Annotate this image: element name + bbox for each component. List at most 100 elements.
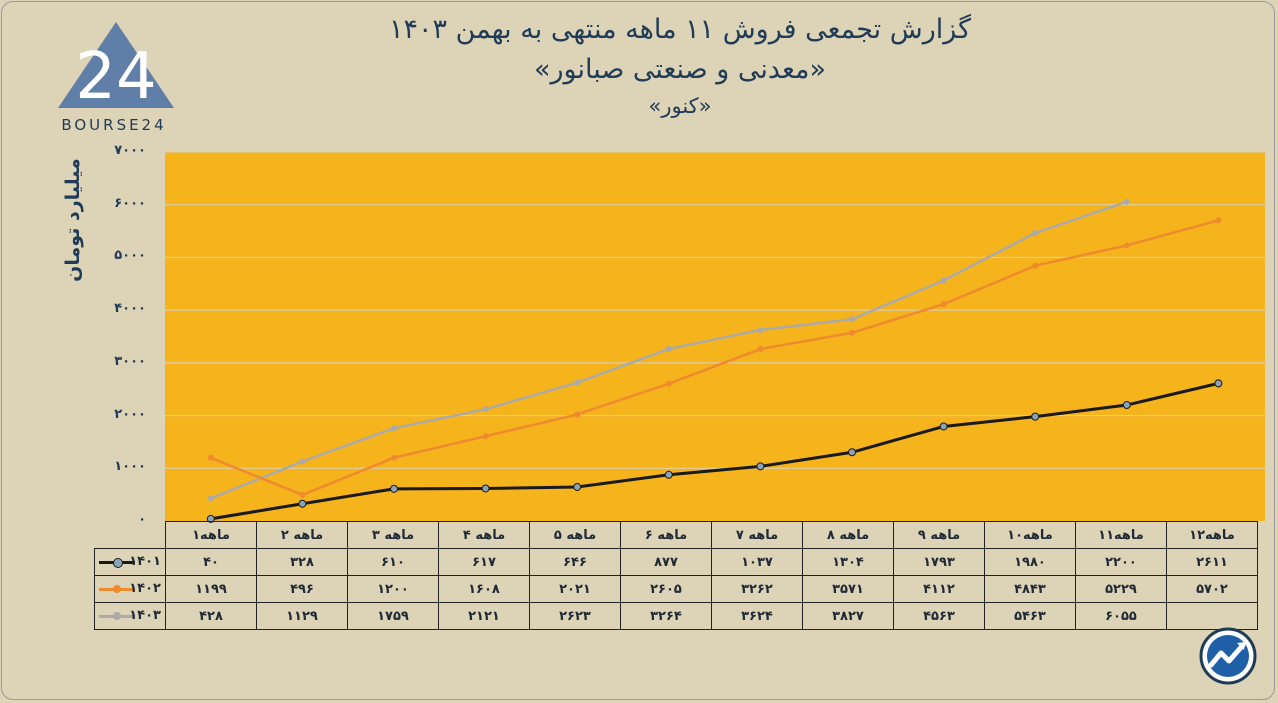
bourse24-logo: 24 [58, 22, 174, 114]
table-cell: ۱۱۲۹ [256, 602, 348, 630]
table-cell: ۸۷۷ [620, 548, 712, 576]
y-tick-label: ۷۰۰۰ [114, 143, 146, 158]
title-line-2: «معدنی و صنعتی صبانور» [533, 54, 827, 85]
table-cell: ۱۰۳۷ [711, 548, 803, 576]
legend-swatch-1401 [99, 558, 135, 568]
trend-arrow-icon [1199, 627, 1257, 685]
data-point [849, 316, 855, 323]
data-point [391, 425, 397, 432]
table-cell: ۱۱۹۹ [165, 575, 257, 603]
data-point [665, 380, 672, 387]
col-header: ۶ ماهه [620, 521, 712, 549]
data-point [299, 458, 306, 465]
data-point [574, 411, 581, 418]
data-point [299, 491, 306, 498]
table-cell: ۶۰۵۵ [1075, 602, 1167, 630]
table-cell: ۱۷۵۹ [347, 602, 439, 630]
table-cell: ۱۷۹۳ [893, 548, 985, 576]
table-cell: ۲۰۲۱ [529, 575, 621, 603]
col-header: ۱۱ماهه [1075, 521, 1167, 549]
data-point [207, 454, 214, 461]
data-point [1123, 198, 1130, 205]
table-cell: ۵۲۲۹ [1075, 575, 1167, 603]
legend-swatch-1403 [99, 612, 135, 620]
col-header: ۵ ماهه [529, 521, 621, 549]
data-point [665, 345, 672, 352]
table-cell: ۱۲۰۰ [347, 575, 439, 603]
series-line-1 [210, 219, 1219, 497]
col-header: ۱ماهه [165, 521, 257, 549]
data-point [574, 379, 581, 386]
table-cell: ۴۸۴۳ [984, 575, 1076, 603]
data-point [573, 482, 582, 491]
series-name: ۱۴۰۲ [129, 581, 161, 596]
table-cell: ۳۲۸ [256, 548, 348, 576]
col-header: ۲ ماهه [256, 521, 348, 549]
data-point [481, 484, 490, 493]
table-cell: ۴۲۸ [165, 602, 257, 630]
col-header: ۷ ماهه [711, 521, 803, 549]
data-point [390, 484, 398, 493]
table-cell: ۳۶۲۴ [711, 602, 803, 630]
legend-1403: ۱۴۰۳ [94, 602, 166, 630]
data-point [482, 406, 489, 413]
y-tick-label: ۵۰۰۰ [114, 248, 146, 264]
y-tick-label: ۰ [138, 512, 146, 527]
data-point [849, 329, 855, 336]
chart-title: گزارش تجمعی فروش ۱۱ ماهه منتهی به بهمن ۱… [300, 10, 1060, 122]
logo-mark: 24 [75, 40, 156, 114]
table-cell: ۵۷۰۲ [1166, 575, 1258, 603]
data-point [1032, 230, 1039, 237]
table-cell: ۳۲۶۴ [620, 602, 712, 630]
table-cell: ۳۵۷۱ [802, 575, 894, 603]
table-row-1402: ۱۴۰۲ ۱۱۹۹ ۴۹۶ ۱۲۰۰ ۱۶۰۸ ۲۰۲۱ ۲۶۰۵ ۳۲۶۲ ۳… [94, 575, 1258, 603]
data-point [1031, 412, 1040, 421]
series-name: ۱۴۰۳ [129, 608, 161, 623]
col-header: ۴ ماهه [438, 521, 530, 549]
series-line-0 [210, 381, 1219, 521]
logo-text: BOURSE24 [61, 116, 167, 134]
col-header: ۱۰ماهه [984, 521, 1076, 549]
table-row-1401: ۱۴۰۱ ۴۰ ۳۲۸ ۶۱۰ ۶۱۷ ۶۴۶ ۸۷۷ ۱۰۳۷ ۱۳۰۴ ۱۷… [94, 548, 1258, 576]
y-tick-label: ۱۰۰۰ [114, 459, 146, 475]
data-point [756, 462, 765, 471]
legend-1402: ۱۴۰۲ [94, 575, 166, 603]
y-tick-label: ۶۰۰۰ [114, 195, 146, 211]
series-name: ۱۴۰۱ [129, 554, 161, 569]
data-point [1214, 379, 1223, 388]
table-cell: ۵۴۶۳ [984, 602, 1076, 630]
col-header: ۱۲ماهه [1166, 521, 1258, 549]
data-point [1215, 217, 1222, 224]
table-cell: ۱۳۰۴ [802, 548, 894, 576]
table-cell: ۴۱۱۲ [893, 575, 985, 603]
table-cell: ۳۲۶۲ [711, 575, 803, 603]
table-cell: ۴۵۶۳ [893, 602, 985, 630]
data-point [207, 495, 214, 502]
data-point [664, 470, 673, 479]
data-point [1032, 262, 1039, 269]
table-cell: ۱۶۰۸ [438, 575, 530, 603]
table-cell: ۳۸۲۷ [802, 602, 894, 630]
y-tick-label: ۴۰۰۰ [114, 301, 146, 317]
data-point [482, 433, 489, 440]
data-point [298, 499, 307, 508]
y-tick-label: ۲۰۰۰ [114, 406, 146, 422]
data-point [391, 454, 397, 461]
data-point [939, 422, 948, 431]
table-cell: ۱۹۸۰ [984, 548, 1076, 576]
table-cell: ۲۶۰۵ [620, 575, 712, 603]
table-header-row: ۱ماهه ۲ ماهه ۳ ماهه ۴ ماهه ۵ ماهه ۶ ماهه… [94, 521, 1258, 549]
table-cell: ۴۹۶ [256, 575, 348, 603]
data-point [757, 326, 764, 333]
table-cell: ۲۲۰۰ [1075, 548, 1167, 576]
table-cell: ۲۱۲۱ [438, 602, 530, 630]
legend-swatch-1402 [99, 585, 135, 593]
col-header: ۸ ماهه [802, 521, 894, 549]
table-cell: ۲۶۲۳ [529, 602, 621, 630]
table-corner [94, 521, 166, 549]
table-cell: ۶۱۰ [347, 548, 439, 576]
table-row-1403: ۱۴۰۳ ۴۲۸ ۱۱۲۹ ۱۷۵۹ ۲۱۲۱ ۲۶۲۳ ۳۲۶۴ ۳۶۲۴ ۳… [94, 602, 1258, 630]
plot-area [165, 152, 1265, 521]
